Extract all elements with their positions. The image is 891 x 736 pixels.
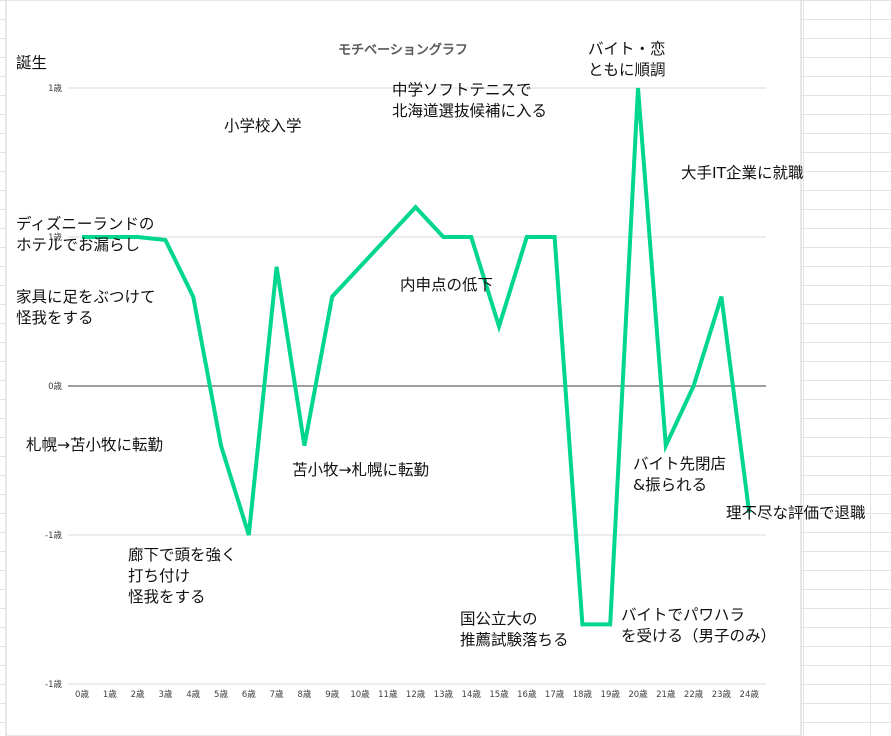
- x-tick-label: 21歳: [656, 689, 676, 700]
- x-tick-label: 9歳: [325, 689, 339, 700]
- annotation-disney-hotel: ディズニーランドの ホテルでお漏らし: [16, 215, 155, 254]
- x-tick-label: 0歳: [75, 689, 89, 700]
- annotation-birth: 誕生: [16, 54, 48, 72]
- annotation-furniture-injury: 家具に足をぶつけて 怪我をする: [16, 288, 156, 327]
- y-tick-label: 0歳: [48, 381, 62, 392]
- x-tick-label: 4歳: [186, 689, 200, 700]
- y-tick-label: -1歳: [45, 530, 62, 541]
- chart-area-background[interactable]: [5, 0, 802, 736]
- y-tick-label: 1歳: [48, 232, 62, 243]
- x-tick-label: 3歳: [158, 689, 172, 700]
- y-tick-label: -1歳: [45, 679, 62, 690]
- annotation-power-harassment: バイトでパワハラ を受ける（男子のみ）: [621, 606, 777, 645]
- annotation-soft-tennis: 中学ソフトテニスで 北海道選抜候補に入る: [392, 81, 548, 120]
- x-tick-label: 22歳: [684, 689, 704, 700]
- x-tick-label: 5歳: [214, 689, 228, 700]
- x-axis-tick-labels: 0歳 1歳 2歳 3歳 4歳 5歳 6歳 7歳 8歳 9歳 10歳 11歳 12歳 13歳 14歳 15歳 16…: [75, 689, 759, 700]
- x-tick-label: 15歳: [489, 689, 509, 700]
- x-tick-label: 1歳: [103, 689, 117, 700]
- annotation-grades-drop: 内申点の低下: [400, 276, 494, 294]
- x-tick-label: 18歳: [573, 689, 593, 700]
- x-tick-label: 8歳: [297, 689, 311, 700]
- x-tick-label: 14歳: [462, 689, 482, 700]
- x-tick-label: 23歳: [712, 689, 732, 700]
- x-tick-label: 2歳: [131, 689, 145, 700]
- annotation-it-company: 大手IT企業に就職: [681, 164, 804, 182]
- x-tick-label: 6歳: [242, 689, 256, 700]
- annotation-shop-closed: バイト先閉店 &振られる: [633, 455, 727, 494]
- x-tick-label: 17歳: [545, 689, 565, 700]
- x-tick-label: 16歳: [517, 689, 537, 700]
- annotation-elementary-entry: 小学校入学: [224, 117, 302, 135]
- annotation-hallway-injury: 廊下で頭を強く 打ち付け 怪我をする: [128, 546, 237, 606]
- x-tick-label: 19歳: [601, 689, 621, 700]
- x-tick-label: 10歳: [350, 689, 370, 700]
- annotation-move-to-sapporo: 苫小牧→札幌に転勤: [292, 461, 429, 479]
- x-tick-label: 20歳: [628, 689, 648, 700]
- x-tick-label: 13歳: [434, 689, 454, 700]
- motivation-series-line[interactable]: [82, 87, 752, 627]
- annotation-university-exam: 国公立大の 推薦試験落ちる: [460, 610, 569, 649]
- annotation-job-and-love: バイト・恋 ともに順調: [588, 40, 666, 79]
- x-tick-label: 24歳: [740, 689, 760, 700]
- annotation-move-to-tomakomai: 札幌→苫小牧に転勤: [26, 436, 163, 454]
- chart-title: モチベーショングラフ: [338, 42, 468, 58]
- annotation-resignation: 理不尽な評価で退職: [726, 504, 866, 522]
- x-tick-label: 11歳: [378, 689, 398, 700]
- y-tick-label: 1歳: [48, 83, 62, 94]
- x-tick-label: 12歳: [406, 689, 426, 700]
- y-axis-tick-labels: 1歳 1歳 0歳 -1歳 -1歳: [45, 83, 62, 690]
- x-tick-label: 7歳: [270, 689, 284, 700]
